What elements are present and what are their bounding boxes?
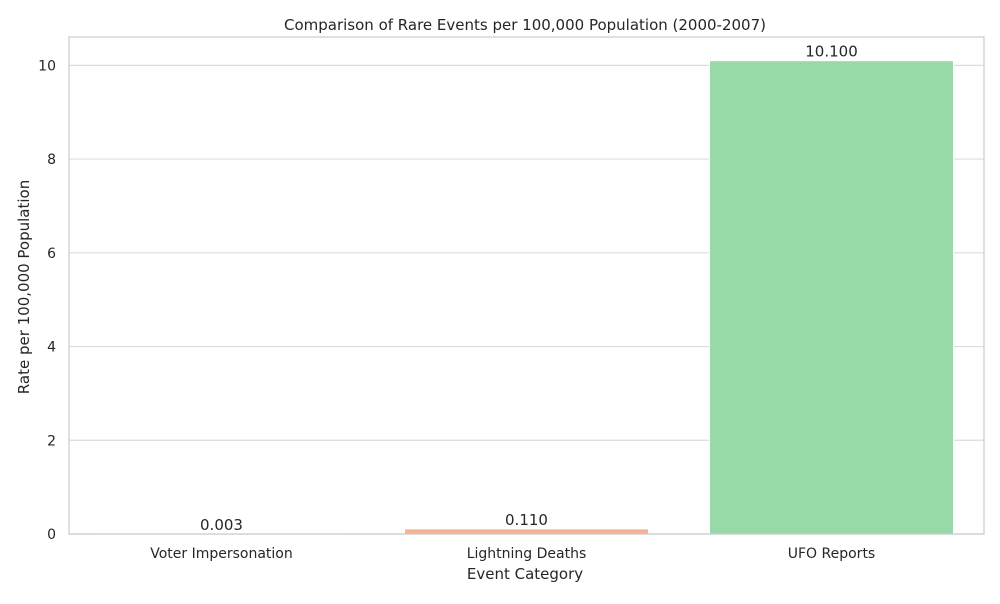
bar-value-label: 0.003 (200, 516, 243, 534)
bar-value-label: 10.100 (805, 43, 858, 61)
y-tick-label: 8 (47, 152, 56, 168)
x-tick-label: Voter Impersonation (150, 546, 293, 562)
x-axis-title: Event Category (467, 565, 583, 583)
y-axis-title: Rate per 100,000 Population (15, 180, 33, 394)
y-tick-label: 6 (47, 246, 56, 262)
y-tick-label: 10 (38, 58, 56, 74)
x-tick-label: Lightning Deaths (467, 546, 587, 562)
bar-value-label: 0.110 (505, 511, 548, 529)
y-tick-label: 2 (47, 433, 56, 449)
x-tick-label: UFO Reports (788, 546, 875, 562)
bar (710, 61, 954, 534)
y-tick-label: 0 (47, 527, 56, 543)
bar (405, 529, 649, 534)
chart-title: Comparison of Rare Events per 100,000 Po… (284, 16, 766, 34)
y-tick-label: 4 (47, 340, 56, 356)
